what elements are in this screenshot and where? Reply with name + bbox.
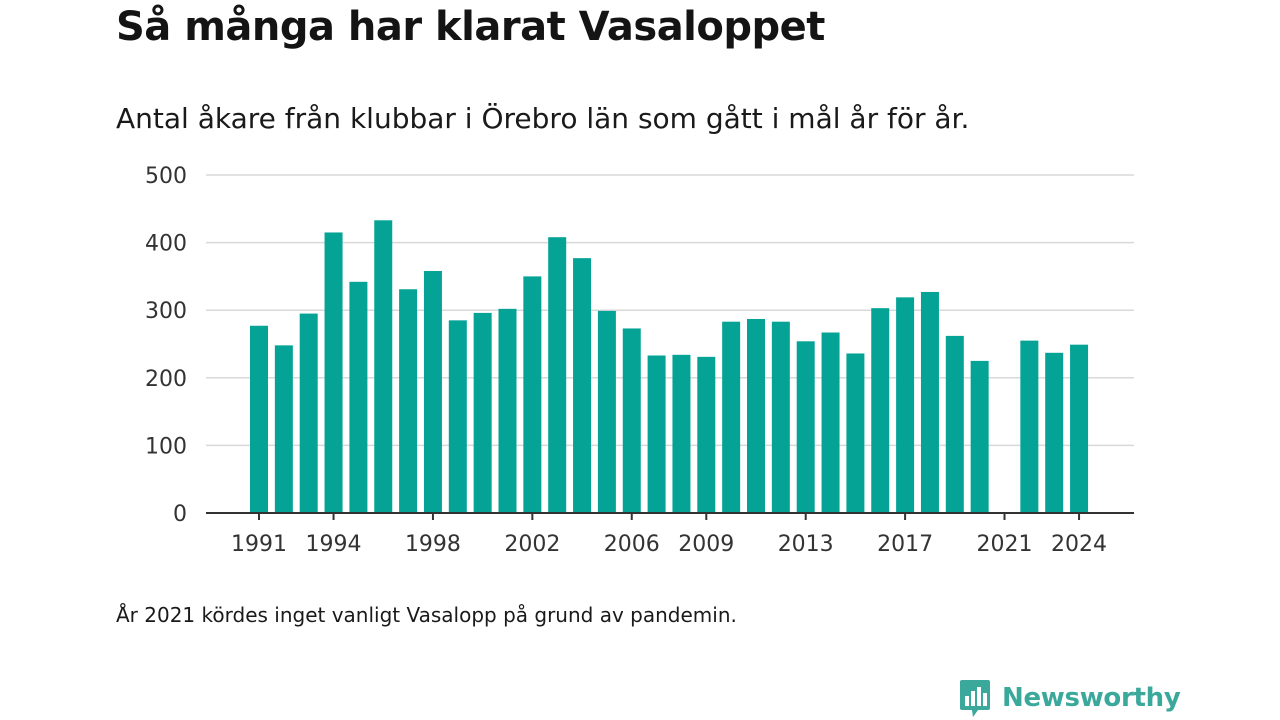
y-tick-label: 500 bbox=[145, 164, 187, 189]
bar-2023 bbox=[1045, 352, 1064, 513]
x-axis bbox=[206, 512, 1134, 520]
bar-2015 bbox=[846, 353, 865, 513]
footnote: År 2021 kördes inget vanligt Vasalopp på… bbox=[116, 603, 737, 627]
bar-2019 bbox=[945, 335, 964, 513]
bar-2004 bbox=[573, 258, 592, 513]
x-tick-label: 2006 bbox=[604, 532, 660, 557]
x-tick-label: 2024 bbox=[1051, 532, 1107, 557]
bar-2002 bbox=[523, 276, 542, 513]
y-axis-labels: 0 100 200 300 400 500 bbox=[145, 164, 187, 527]
x-tick-label: 1998 bbox=[405, 532, 461, 557]
bar-1996 bbox=[374, 220, 393, 514]
x-tick-label: 2009 bbox=[678, 532, 734, 557]
y-tick-label: 100 bbox=[145, 434, 187, 459]
bar-2017 bbox=[896, 297, 915, 513]
y-tick-label: 300 bbox=[145, 299, 187, 324]
x-tick-label: 2002 bbox=[504, 532, 560, 557]
bar-1997 bbox=[399, 289, 418, 513]
bar-2003 bbox=[548, 237, 567, 513]
bar-2013 bbox=[796, 341, 815, 513]
bar-2001 bbox=[498, 308, 517, 513]
bar-1999 bbox=[448, 320, 467, 513]
bar-2007 bbox=[647, 355, 666, 513]
bar-2011 bbox=[747, 318, 765, 513]
bar-2016 bbox=[871, 308, 890, 513]
chart-title: Så många har klarat Vasaloppet bbox=[116, 4, 825, 50]
bar-chart: 0 100 200 300 400 500 1991 1994 1998 2002 2006 200… bbox=[145, 164, 1134, 557]
chart-subtitle: Antal åkare från klubbar i Örebro län so… bbox=[116, 102, 970, 135]
bar-2010 bbox=[722, 321, 741, 513]
x-tick-label: 2017 bbox=[877, 532, 933, 557]
brand-name: Newsworthy bbox=[1002, 683, 1181, 713]
bar-2012 bbox=[771, 321, 790, 513]
bar-2005 bbox=[597, 310, 616, 513]
x-tick-label: 2013 bbox=[778, 532, 834, 557]
bars bbox=[250, 220, 1089, 514]
bar-2009 bbox=[697, 356, 716, 513]
bar-chart-speech-bubble-icon bbox=[960, 680, 990, 717]
bar-2020 bbox=[970, 360, 989, 513]
bar-1991 bbox=[250, 325, 268, 513]
bar-2008 bbox=[672, 354, 691, 513]
bar-1998 bbox=[423, 270, 442, 513]
x-tick-label: 2021 bbox=[977, 532, 1033, 557]
bar-1994 bbox=[324, 232, 343, 513]
bar-2022 bbox=[1020, 340, 1039, 513]
bar-2000 bbox=[473, 312, 492, 513]
bar-2024 bbox=[1070, 344, 1089, 513]
y-tick-label: 200 bbox=[145, 367, 187, 392]
bar-1995 bbox=[349, 281, 368, 513]
brand-logo[interactable]: Newsworthy bbox=[958, 678, 1181, 718]
gridlines bbox=[206, 174, 1134, 447]
x-tick-label: 1991 bbox=[231, 532, 287, 557]
x-tick-label: 1994 bbox=[306, 532, 362, 557]
bar-2014 bbox=[821, 332, 840, 513]
bar-2006 bbox=[622, 328, 641, 513]
bar-1992 bbox=[274, 345, 293, 513]
y-tick-label: 400 bbox=[145, 232, 187, 257]
bar-2018 bbox=[920, 291, 939, 513]
x-axis-labels: 1991 1994 1998 2002 2006 2009 2013 2017 2021 2024 bbox=[231, 532, 1107, 557]
bar-1993 bbox=[299, 313, 318, 513]
y-tick-label: 0 bbox=[173, 502, 187, 527]
